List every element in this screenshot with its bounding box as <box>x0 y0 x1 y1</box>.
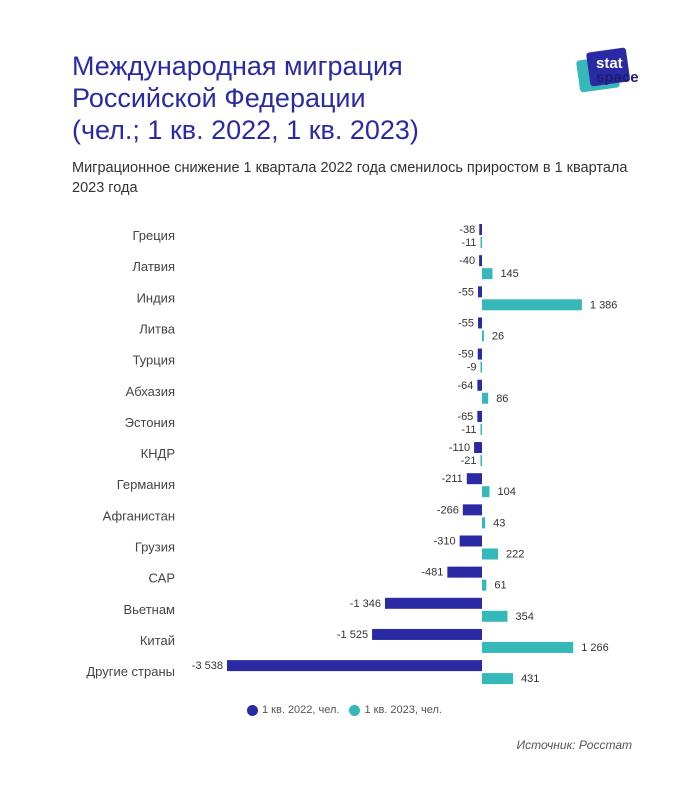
category-label: Абхазия <box>126 384 175 399</box>
bar-2023 <box>480 423 482 435</box>
title-line: Международная миграция <box>72 51 403 81</box>
bar-2023 <box>482 673 514 685</box>
bar-2023 <box>482 299 582 311</box>
category-label: Германия <box>117 477 175 492</box>
bar-2022 <box>462 504 482 516</box>
data-label: 431 <box>521 673 539 685</box>
bar-2022 <box>477 379 482 391</box>
category-label: Турция <box>132 353 175 368</box>
data-label: 145 <box>500 268 518 280</box>
data-label: 26 <box>492 330 504 342</box>
bar-2023 <box>482 579 487 591</box>
data-label: -481 <box>421 567 443 579</box>
data-label: -40 <box>459 255 475 267</box>
data-label: -3 538 <box>192 660 223 672</box>
bar-2022 <box>474 442 482 454</box>
bar-2022 <box>479 255 482 267</box>
data-label: 43 <box>493 517 505 529</box>
data-label: -1 525 <box>337 629 368 641</box>
data-label: -211 <box>442 473 463 485</box>
bar-2023 <box>482 330 484 342</box>
svg-text:stat: stat <box>596 55 623 72</box>
category-label: Грузия <box>135 540 175 555</box>
data-label: -38 <box>459 224 475 236</box>
bar-2023 <box>482 486 490 498</box>
category-label: Литва <box>139 321 176 336</box>
chart-subtitle: Миграционное снижение 1 квартала 2022 го… <box>72 160 628 196</box>
chart-title: Международная миграция Российской Федера… <box>72 50 419 146</box>
data-label: 86 <box>496 393 508 405</box>
category-label: Латвия <box>132 259 175 274</box>
category-label: Индия <box>137 290 175 305</box>
bar-2023 <box>482 610 508 622</box>
bar-2023 <box>482 641 574 653</box>
data-label: -1 346 <box>350 598 381 610</box>
bar-2022 <box>466 473 482 485</box>
data-label: -11 <box>461 237 476 249</box>
source-note: Источник: Росстат <box>516 738 632 752</box>
svg-text:space: space <box>596 69 639 86</box>
data-label: -64 <box>457 380 473 392</box>
title-line: Российской Федерации <box>72 83 366 113</box>
statspace-logo: stat space <box>576 47 639 93</box>
data-label: 61 <box>494 580 506 592</box>
bar-2022 <box>384 597 482 609</box>
legend-swatch-2022 <box>247 704 258 716</box>
category-label: КНДР <box>141 446 175 461</box>
data-label: 354 <box>516 611 534 623</box>
category-label: Вьетнам <box>123 602 175 617</box>
bar-2023 <box>480 361 482 373</box>
category-label: Китай <box>140 633 175 648</box>
bar-2023 <box>482 517 486 529</box>
bar-2023 <box>480 237 482 248</box>
data-label: -11 <box>461 424 476 436</box>
data-label: -110 <box>449 442 470 454</box>
data-label: -266 <box>437 504 459 516</box>
data-label: -55 <box>458 286 474 298</box>
data-label: -310 <box>434 536 456 548</box>
bar-2023 <box>482 548 499 560</box>
data-label: -21 <box>461 455 477 467</box>
bar-2022 <box>478 317 482 329</box>
data-label: -59 <box>458 349 474 361</box>
data-label: 1 266 <box>581 642 609 654</box>
category-label: Другие страны <box>86 664 175 679</box>
bar-2022 <box>459 535 482 547</box>
bar-2022 <box>479 224 482 235</box>
data-label: -65 <box>457 411 473 423</box>
bar-2022 <box>478 286 482 298</box>
bar-2023 <box>482 392 489 404</box>
legend-swatch-2023 <box>349 704 361 716</box>
bar-2022 <box>372 628 482 640</box>
bar-2023 <box>482 268 493 280</box>
data-label: 1 386 <box>590 299 618 311</box>
data-label: 222 <box>506 549 524 561</box>
bar-2022 <box>477 348 482 360</box>
category-label: Афганистан <box>103 508 175 523</box>
data-label: -9 <box>467 362 477 374</box>
bar-2023 <box>480 455 482 467</box>
category-label: САР <box>149 571 175 586</box>
category-label: Эстония <box>125 415 175 430</box>
category-label: Греция <box>132 228 175 243</box>
bar-2022 <box>227 660 482 672</box>
title-line: (чел.; 1 кв. 2022, 1 кв. 2023) <box>72 115 419 145</box>
bar-2022 <box>477 410 482 422</box>
bar-2022 <box>447 566 482 578</box>
legend-label-2023: 1 кв. 2023, чел. <box>364 704 442 716</box>
legend-label-2022: 1 кв. 2022, чел. <box>262 704 340 716</box>
data-label: -55 <box>458 317 474 329</box>
legend: 1 кв. 2022, чел. 1 кв. 2023, чел. <box>247 704 442 716</box>
data-label: 104 <box>497 486 515 498</box>
